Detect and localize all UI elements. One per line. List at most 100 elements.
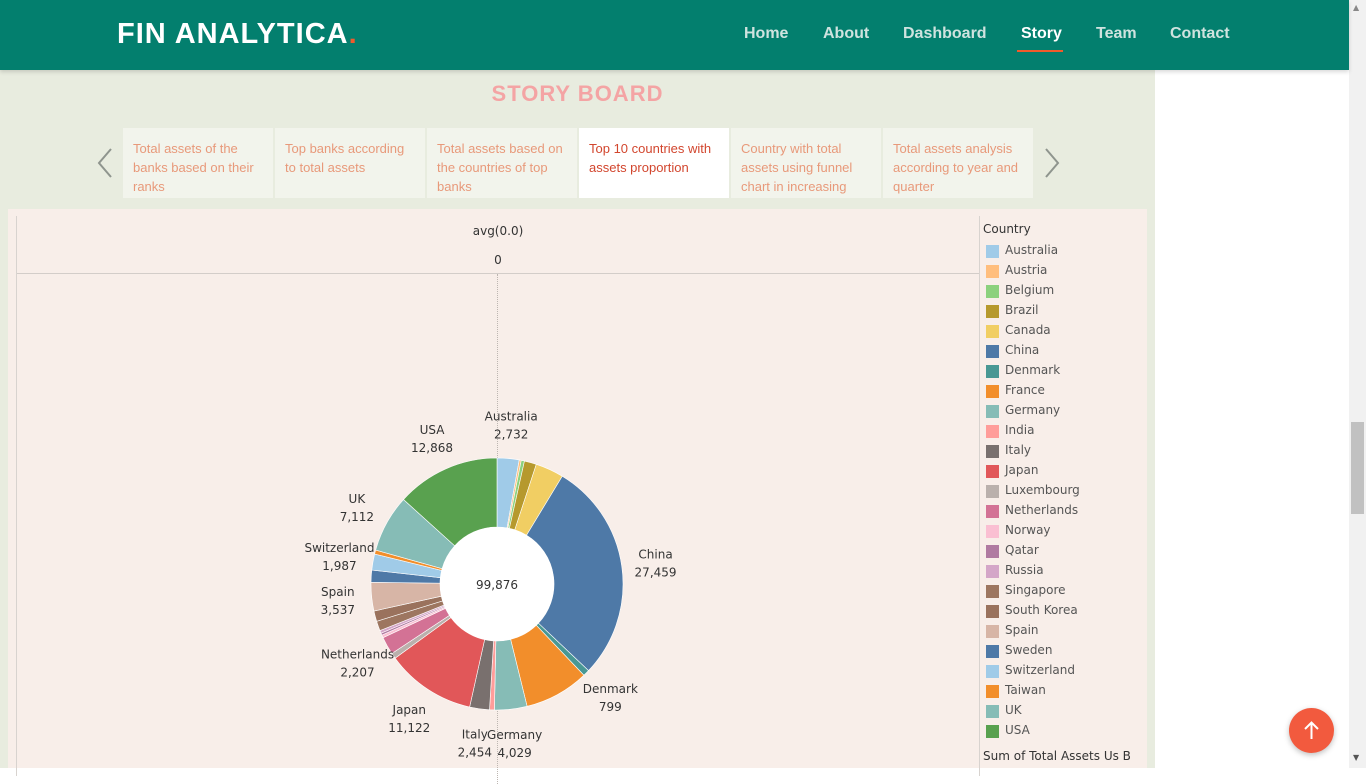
chevron-left-icon[interactable]: [96, 146, 116, 180]
legend-label: Italy: [1005, 443, 1032, 457]
slice-value-label: 2,207: [340, 665, 374, 679]
legend-label: USA: [1005, 723, 1030, 737]
legend-label: Germany: [1005, 403, 1061, 417]
story-tab-2[interactable]: Top banks according to total assets: [275, 128, 425, 198]
legend-label: South Korea: [1005, 603, 1078, 617]
slice-value-label: 4,029: [497, 746, 531, 760]
nav-about[interactable]: About: [823, 25, 870, 42]
legend-swatch: [986, 305, 999, 318]
slice-value-label: 27,459: [635, 566, 677, 580]
legend-label: Sweden: [1005, 643, 1053, 657]
nav-dashboard[interactable]: Dashboard: [903, 25, 987, 42]
legend-swatch: [986, 725, 999, 738]
legend-swatch: [986, 545, 999, 558]
legend-label: Belgium: [1005, 283, 1055, 297]
scroll-down-arrow-icon[interactable]: ▼: [1353, 753, 1360, 762]
legend-label: Norway: [1005, 523, 1051, 537]
legend-swatch: [986, 365, 999, 378]
legend-swatch: [986, 345, 999, 358]
brand-logo[interactable]: FIN ANALYTICA.: [117, 16, 358, 52]
legend-swatch: [986, 565, 999, 578]
legend-label: Canada: [1005, 323, 1051, 337]
legend-label: Japan: [1005, 463, 1039, 477]
back-to-top-button[interactable]: [1289, 708, 1334, 753]
slice-value-label: 12,868: [411, 441, 453, 455]
header-divider: [17, 273, 979, 274]
legend-label: Russia: [1005, 563, 1044, 577]
donut-chart: Australia 2,732 China 27,459 Denmark 799 Germa…: [304, 410, 677, 760]
nav-story[interactable]: Story: [1021, 25, 1062, 42]
legend-label: Taiwan: [1005, 683, 1046, 697]
column-header-value: 0: [494, 253, 502, 267]
scroll-thumb[interactable]: [1351, 422, 1364, 514]
story-tab-3[interactable]: Total assets based on the countries of t…: [427, 128, 577, 198]
story-title: STORY BOARD: [491, 81, 664, 106]
legend-subtitle: Sum of Total Assets Us B: [983, 749, 1131, 763]
legend-swatch: [986, 325, 999, 338]
slice-label: Denmark: [583, 682, 638, 696]
page-scrollbar[interactable]: ▲ ▼: [1349, 0, 1366, 768]
chart-pane: avg(0.0) 0 Australia 2,732 China 27,459 Denm…: [16, 216, 980, 784]
legend-label: Netherlands: [1005, 503, 1079, 517]
slice-label: Japan: [392, 703, 426, 717]
slice-label: Spain: [321, 585, 355, 599]
site-header: FIN ANALYTICA. Home About Dashboard Stor…: [0, 0, 1349, 70]
scroll-up-arrow-icon[interactable]: ▲: [1353, 3, 1360, 12]
legend-swatch: [986, 485, 999, 498]
legend-swatch: [986, 525, 999, 538]
legend-label: UK: [1005, 703, 1022, 717]
legend-label: France: [1005, 383, 1045, 397]
legend-label: Qatar: [1005, 543, 1039, 557]
column-header-measure: avg(0.0): [472, 224, 524, 238]
legend-label: Brazil: [1005, 303, 1039, 317]
slice-label: Netherlands: [321, 647, 394, 661]
legend-swatch: [986, 645, 999, 658]
legend-swatch: [986, 625, 999, 638]
slice-label: Switzerland: [304, 541, 374, 555]
story-tab-6[interactable]: Total assets analysis according to year …: [883, 128, 1033, 198]
legend-swatch: [986, 385, 999, 398]
legend-swatch: [986, 405, 999, 418]
legend-swatch: [986, 265, 999, 278]
legend-swatch: [986, 505, 999, 518]
legend-label: India: [1005, 423, 1035, 437]
logo-dot: .: [348, 18, 358, 50]
legend-label: Austria: [1005, 263, 1048, 277]
legend-swatch: [986, 445, 999, 458]
arrow-up-icon: [1304, 721, 1319, 739]
story-board: STORY BOARD Total assets of the banks ba…: [0, 70, 1155, 784]
story-tab-4[interactable]: Top 10 countries with assets proportion: [579, 128, 729, 198]
legend-label: China: [1005, 343, 1040, 357]
legend-label: Switzerland: [1005, 663, 1075, 677]
legend-label: Spain: [1005, 623, 1039, 637]
slice-label: Italy: [462, 727, 488, 741]
slice-label: USA: [420, 423, 446, 437]
slice-label: Australia: [485, 410, 538, 424]
logo-text: FIN ANALYTICA: [117, 18, 349, 50]
legend-title: Country: [983, 222, 1031, 236]
chevron-right-icon[interactable]: [1041, 146, 1061, 180]
legend-swatch: [986, 685, 999, 698]
active-nav-underline: [1017, 50, 1063, 52]
legend-swatch: [986, 285, 999, 298]
viz-panel: avg(0.0) 0 Australia 2,732 China 27,459 Denm…: [8, 209, 1147, 784]
story-tab-1[interactable]: Total assets of the banks based on their…: [123, 128, 273, 198]
legend-swatch: [986, 425, 999, 438]
slice-value-label: 1,987: [322, 559, 356, 573]
legend-label: Denmark: [1005, 363, 1061, 377]
story-tab-5[interactable]: Country with total assets using funnel c…: [731, 128, 881, 198]
slice-value-label: 7,112: [340, 510, 374, 524]
nav-home[interactable]: Home: [744, 25, 789, 42]
slice-label: China: [638, 548, 672, 562]
nav-team[interactable]: Team: [1096, 25, 1137, 42]
slice-value-label: 799: [599, 700, 622, 714]
legend-swatch: [986, 665, 999, 678]
slice-value-label: 3,537: [321, 603, 355, 617]
slice-value-label: 11,122: [388, 721, 430, 735]
legend-label: Singapore: [1005, 583, 1066, 597]
legend-swatch: [986, 245, 999, 258]
nav-contact[interactable]: Contact: [1170, 25, 1230, 42]
legend-swatch: [986, 465, 999, 478]
slice-value-label: 2,454: [458, 745, 492, 759]
slice-value-label: 2,732: [494, 428, 528, 442]
